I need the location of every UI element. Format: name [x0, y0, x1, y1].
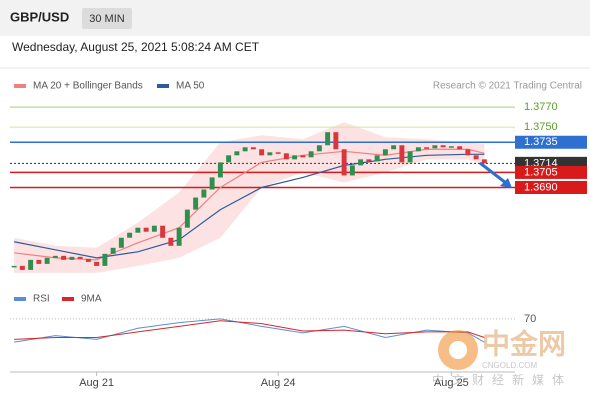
candle: [308, 151, 314, 158]
legend-swatch: [157, 84, 169, 88]
candle: [382, 149, 388, 156]
bollinger-band: [14, 122, 485, 273]
candle: [424, 147, 430, 149]
candle: [135, 227, 141, 233]
candle: [473, 155, 479, 160]
candle: [160, 225, 166, 238]
candle: [325, 132, 331, 146]
x-tick-label: Aug 25: [434, 377, 469, 389]
candle: [209, 177, 215, 190]
level-box: [515, 135, 587, 149]
candle: [69, 256, 75, 260]
candle: [259, 149, 265, 156]
candle: [366, 159, 372, 162]
legend-swatch: [62, 297, 74, 301]
level-label: 1.3750: [524, 121, 558, 133]
x-tick-label: Aug 21: [79, 377, 114, 389]
x-tick-label: Aug 24: [261, 377, 296, 389]
watermark-site: CNGOLD.COM: [482, 361, 537, 370]
candle: [118, 237, 124, 248]
forecast-arrow-head: [500, 178, 512, 188]
candle: [110, 247, 116, 254]
candle: [102, 253, 108, 266]
watermark-logo-inner: [449, 341, 467, 359]
candle: [457, 146, 463, 150]
candle: [77, 256, 83, 259]
level-label: 1.3770: [524, 101, 558, 113]
candle: [19, 265, 25, 270]
candle: [11, 265, 17, 268]
candle: [176, 227, 182, 246]
candle: [168, 237, 174, 246]
candle: [432, 145, 438, 149]
candle: [292, 155, 298, 160]
candle: [94, 261, 100, 266]
candle: [234, 151, 240, 156]
candle: [300, 155, 306, 158]
candle: [217, 162, 223, 178]
candle: [448, 146, 454, 148]
legend-swatch: [14, 297, 26, 301]
legend-label: 9MA: [81, 294, 102, 305]
rsi-line: [14, 318, 485, 343]
watermark: 中金网 CNGOLD.COM 中文财经新媒体: [432, 327, 572, 387]
candle: [151, 225, 157, 232]
rsi-tick-label: 70: [524, 313, 536, 325]
legend-label: RSI: [33, 294, 50, 305]
rsi-line: [14, 320, 485, 340]
candle: [201, 189, 207, 198]
candle: [399, 145, 405, 163]
candle: [341, 149, 347, 176]
timeframe[interactable]: 30 MIN: [89, 13, 125, 25]
symbol: GBP/USD: [10, 9, 69, 24]
candle: [36, 259, 42, 264]
candle: [333, 132, 339, 150]
candle: [267, 152, 273, 156]
level-label: 1.3690: [524, 181, 558, 193]
candle: [127, 232, 133, 238]
candle: [184, 209, 190, 228]
candle: [242, 147, 248, 152]
forecast-arrow: [479, 161, 507, 185]
candle: [226, 155, 232, 163]
watermark-title: 中金网: [482, 327, 566, 359]
candle: [374, 155, 380, 162]
legend-swatch: [14, 84, 26, 88]
candle: [61, 255, 67, 260]
candle: [481, 159, 487, 164]
source: Research © 2021 Trading Central: [433, 81, 582, 92]
candle: [391, 145, 397, 150]
level-box: [515, 165, 587, 179]
ma-line: [14, 148, 485, 261]
ma-line: [14, 153, 485, 259]
candle: [85, 258, 91, 262]
legend-label: MA 20 + Bollinger Bands: [33, 81, 143, 92]
candle: [349, 165, 355, 176]
candle: [28, 259, 34, 270]
candle: [143, 227, 149, 232]
candle: [193, 197, 199, 210]
candle: [358, 159, 364, 166]
watermark-tagline: 中文财经新媒体: [432, 372, 572, 387]
level-box: [515, 180, 587, 194]
candle: [44, 257, 50, 264]
level-label: 1.3705: [524, 166, 558, 178]
timeframe-button[interactable]: [82, 8, 132, 29]
candle: [407, 151, 413, 163]
candle: [52, 255, 58, 258]
candle: [250, 147, 256, 150]
level-label: 1.3735: [524, 136, 558, 148]
subtitle: Wednesday, August 25, 2021 5:08:24 AM CE…: [12, 40, 260, 54]
candle: [440, 145, 446, 148]
candle: [316, 145, 322, 152]
candle: [283, 153, 289, 160]
candle: [415, 147, 421, 152]
legend-label: MA 50: [176, 81, 205, 92]
candle: [465, 149, 471, 156]
candle: [275, 152, 281, 154]
